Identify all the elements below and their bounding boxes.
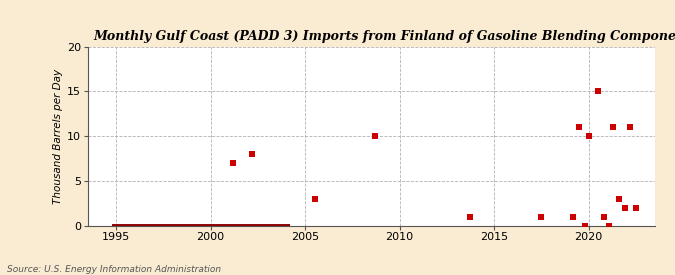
Point — [309, 196, 320, 201]
Point — [579, 223, 590, 228]
Point — [619, 205, 630, 210]
Point — [593, 89, 603, 94]
Point — [370, 134, 381, 138]
Text: Source: U.S. Energy Information Administration: Source: U.S. Energy Information Administ… — [7, 265, 221, 274]
Point — [247, 152, 258, 156]
Point — [604, 223, 615, 228]
Point — [583, 134, 594, 138]
Point — [598, 214, 609, 219]
Point — [574, 125, 585, 130]
Point — [625, 125, 636, 130]
Point — [568, 214, 579, 219]
Y-axis label: Thousand Barrels per Day: Thousand Barrels per Day — [53, 68, 63, 204]
Point — [630, 205, 641, 210]
Point — [536, 214, 547, 219]
Text: Monthly Gulf Coast (PADD 3) Imports from Finland of Gasoline Blending Components: Monthly Gulf Coast (PADD 3) Imports from… — [93, 30, 675, 43]
Point — [608, 125, 618, 130]
Point — [614, 196, 624, 201]
Point — [228, 161, 239, 165]
Point — [464, 214, 475, 219]
